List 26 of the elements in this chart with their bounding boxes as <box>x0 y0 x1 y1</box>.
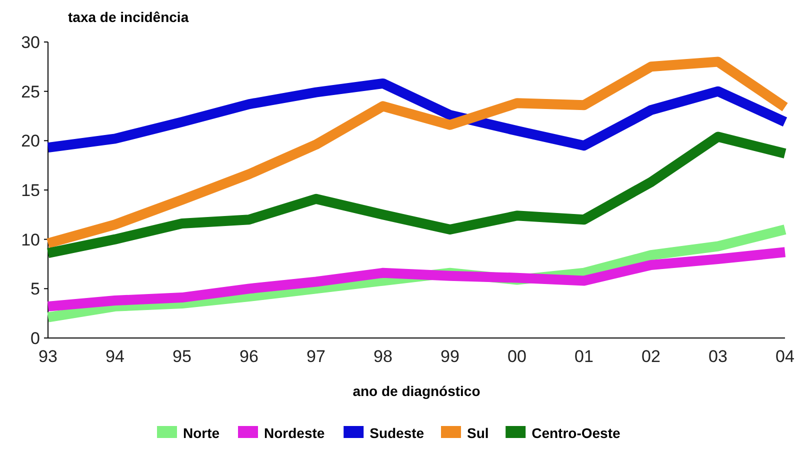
x-tick-label: 01 <box>574 347 594 366</box>
x-tick-label: 02 <box>642 347 660 366</box>
x-axis-title: ano de diagnóstico <box>352 383 480 399</box>
x-tick-label: 00 <box>508 347 526 366</box>
x-tick-label: 93 <box>38 347 58 366</box>
x-tick-label: 03 <box>708 347 728 366</box>
legend-label: Nordeste <box>264 425 325 441</box>
legend-label: Centro-Oeste <box>532 425 620 441</box>
y-tick-label: 5 <box>30 280 40 299</box>
x-tick-label: 98 <box>374 347 392 366</box>
y-tick-label: 30 <box>21 32 40 52</box>
x-tick-label: 99 <box>440 347 460 366</box>
y-tick-label: 15 <box>21 180 40 200</box>
legend-label: Sul <box>467 425 489 441</box>
y-tick-label: 0 <box>30 328 40 348</box>
y-tick-label: 25 <box>21 82 40 102</box>
legend-label: Norte <box>183 425 220 441</box>
y-axis-title: taxa de incidência <box>68 9 189 25</box>
x-tick-label: 04 <box>776 347 794 366</box>
x-tick-label: 94 <box>106 347 124 366</box>
x-tick-label: 97 <box>306 347 326 366</box>
y-tick-label: 20 <box>21 132 40 151</box>
x-tick-label: 96 <box>240 347 258 366</box>
x-tick-label: 95 <box>172 347 192 366</box>
legend-label: Sudeste <box>370 425 424 441</box>
y-tick-label: 10 <box>21 230 40 250</box>
